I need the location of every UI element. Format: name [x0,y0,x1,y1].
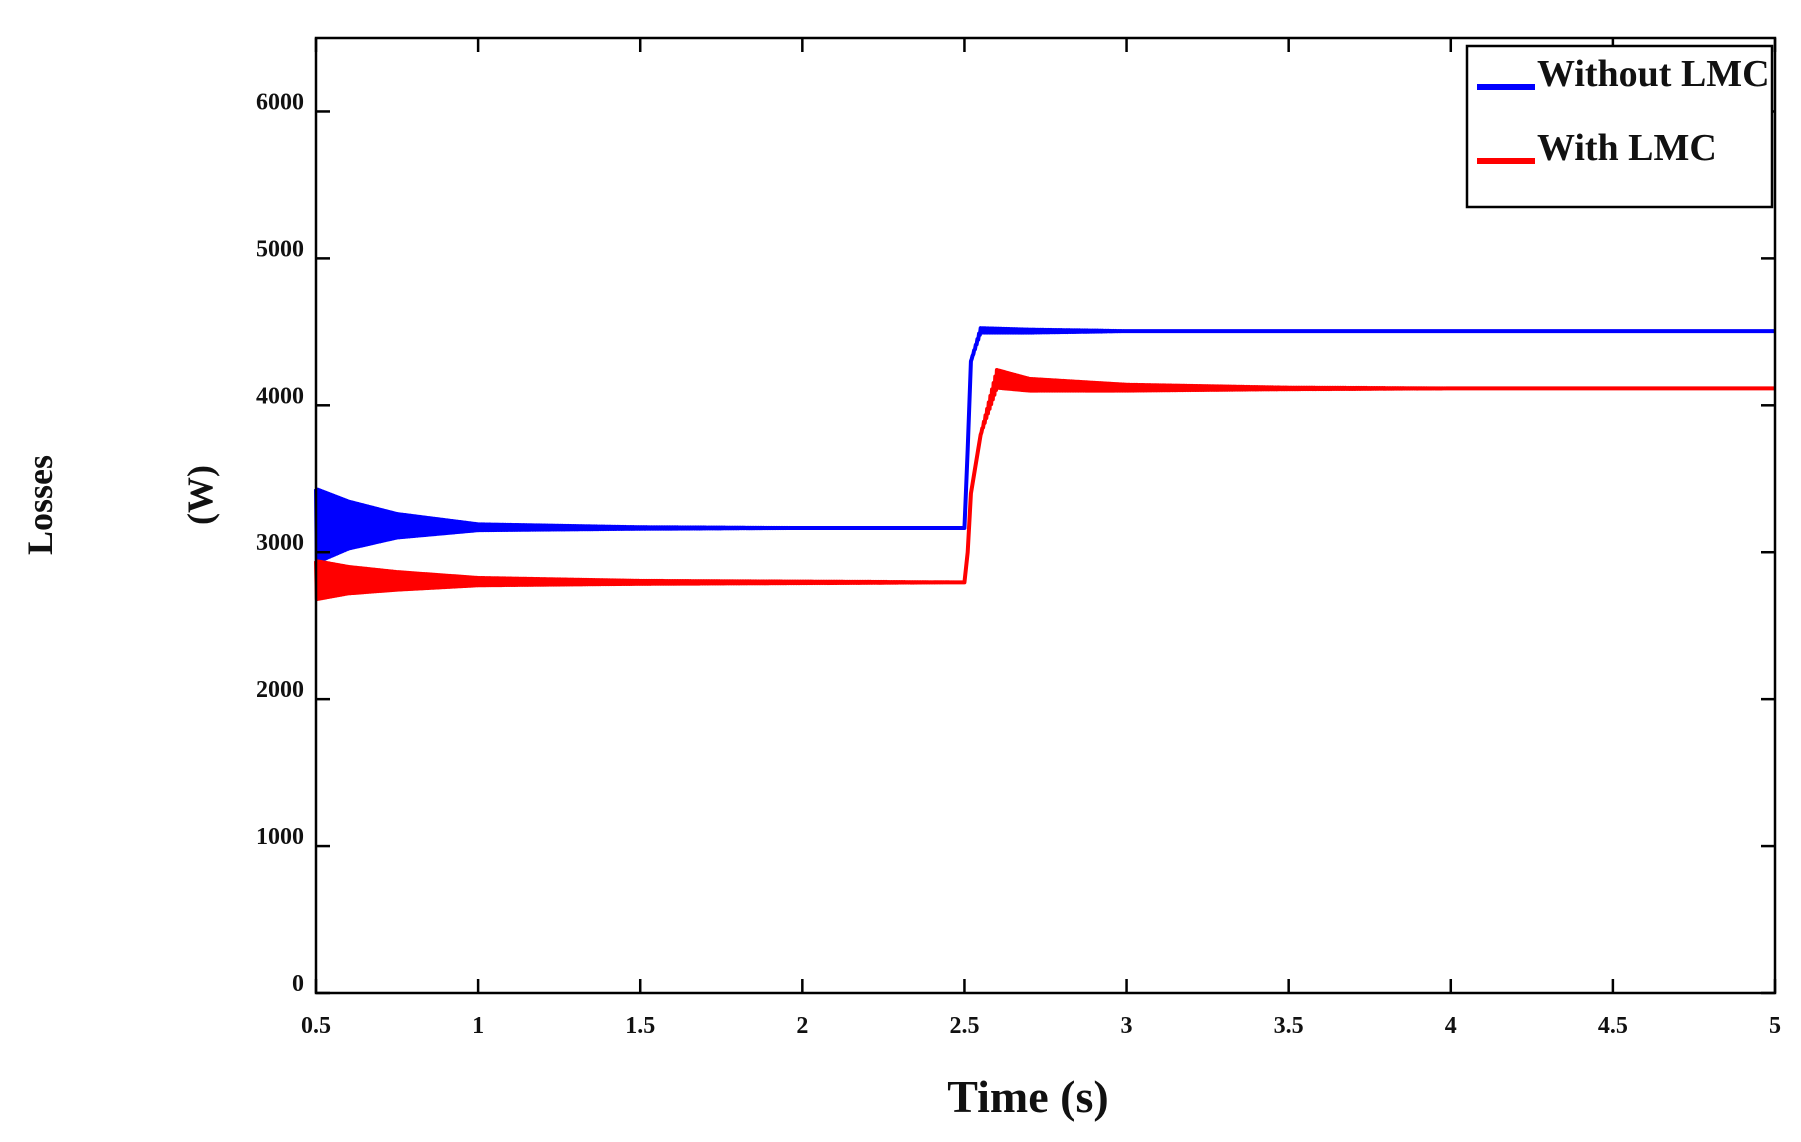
x-tick-label: 3.5 [1274,1013,1304,1039]
legend-box [1465,44,1774,209]
legend-label-with-lmc: With LMC [1537,127,1717,169]
x-tick-label: 2.5 [949,1013,979,1039]
x-tick-label: 0.5 [301,1013,331,1039]
y-axis-title: Losses [20,455,60,555]
y-tick-label: 5000 [256,236,304,262]
x-tick-label: 1 [472,1013,484,1039]
x-tick-label: 3 [1121,1013,1133,1039]
x-tick-label: 4.5 [1598,1013,1628,1039]
ticks-layer [314,38,1777,995]
plot-frame [314,36,1777,995]
y-tick-label: 3000 [256,530,304,556]
y-tick-label: 6000 [256,89,304,115]
series-line-without-lmc [314,326,1777,565]
tick-labels-layer: 0.5 1 1.5 2 2.5 3 3.5 4 4.5 5 0 1000 2000 3000 4000 500… [256,89,1781,1039]
x-tick-label: 4 [1445,1013,1457,1039]
y-tick-label: 2000 [256,677,304,703]
legend-label-without-lmc: Without LMC [1537,53,1770,95]
y-tick-label: 4000 [256,383,304,409]
y-tick-label: 1000 [256,824,304,850]
y-tick-label: 0 [292,971,304,997]
x-tick-label: 2 [796,1013,808,1039]
y-axis-unit: (W) [180,465,220,525]
x-tick-label: 5 [1769,1013,1781,1039]
x-tick-label: 1.5 [625,1013,655,1039]
x-axis-title: Time (s) [947,1071,1108,1122]
series-layer [314,326,1777,602]
legend: Without LMC With LMC [1465,44,1774,209]
series-line-with-lmc [314,368,1777,602]
